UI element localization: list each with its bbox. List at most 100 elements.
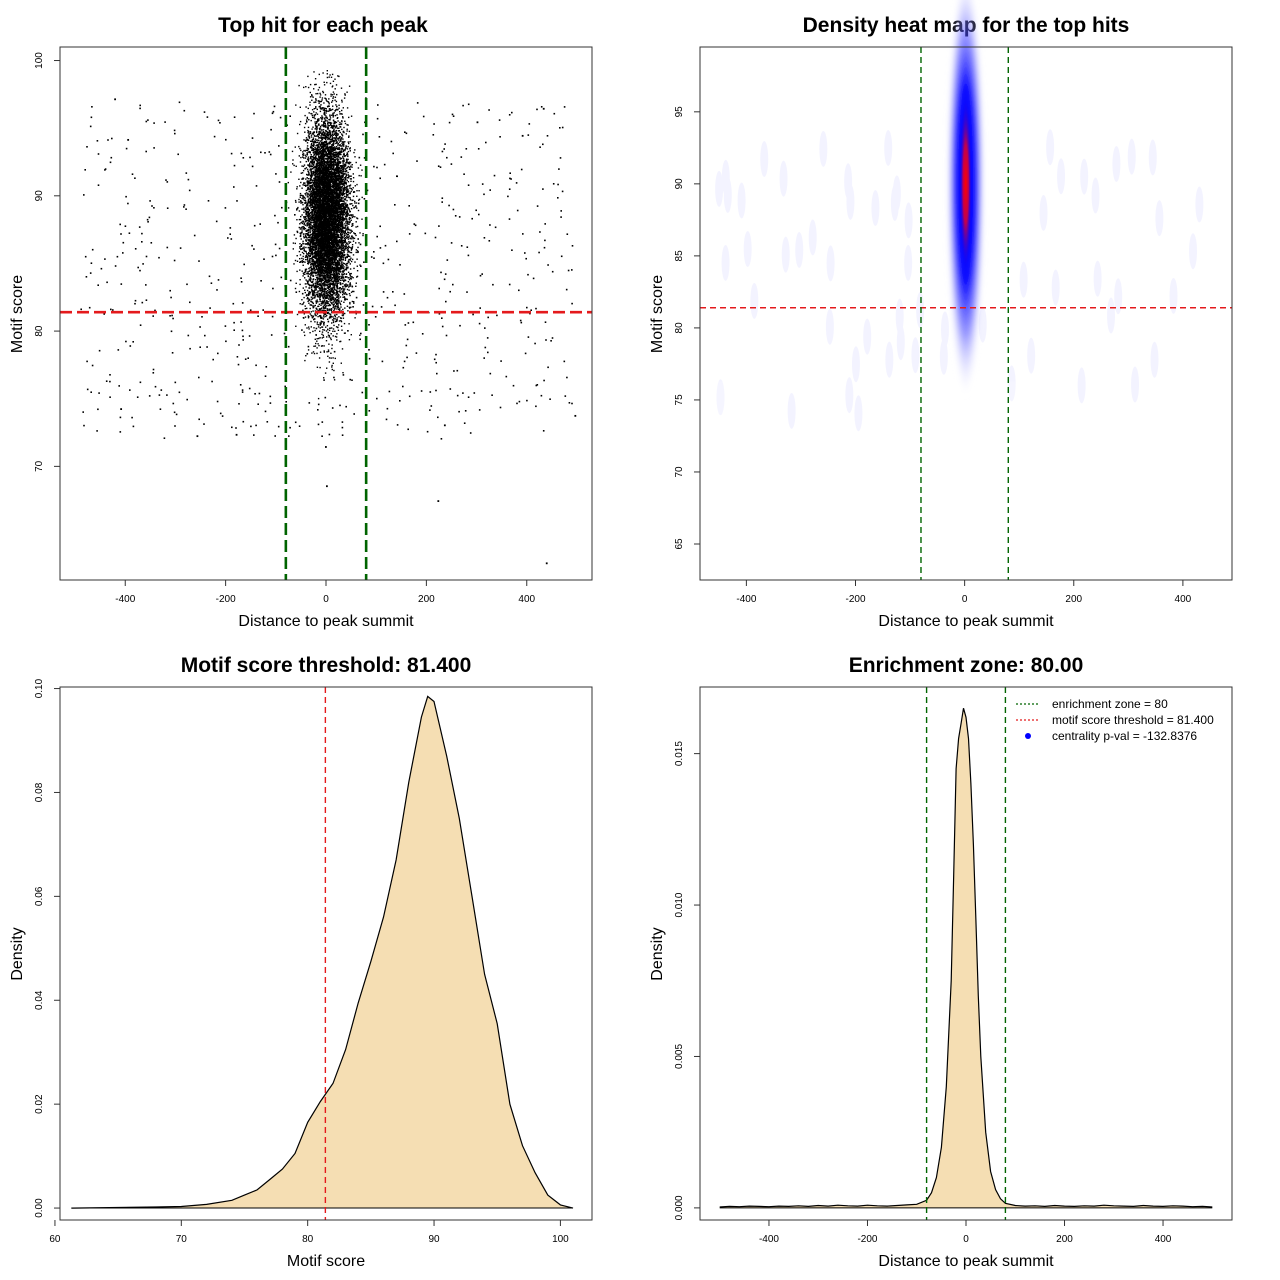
data-point [344, 223, 346, 225]
data-point [321, 285, 323, 287]
data-point [344, 332, 346, 334]
data-point [335, 199, 338, 201]
data-point [333, 306, 335, 308]
data-point [318, 186, 320, 189]
data-point [342, 216, 344, 219]
data-point [319, 105, 321, 107]
data-point [354, 156, 356, 158]
data-point [327, 127, 329, 129]
data-point [322, 329, 324, 331]
data-point [341, 157, 343, 160]
data-point [335, 180, 338, 182]
data-point [333, 297, 335, 299]
data-point [312, 302, 314, 305]
data-point [335, 134, 337, 136]
data-point [349, 251, 351, 254]
data-point [320, 265, 322, 268]
data-point [307, 296, 309, 299]
data-point [318, 279, 321, 281]
data-point [305, 86, 307, 88]
data-point [303, 273, 305, 275]
data-point [322, 160, 324, 162]
data-point [343, 269, 345, 271]
data-point [304, 256, 307, 258]
data-point [320, 283, 322, 286]
data-point [331, 237, 333, 239]
data-point [301, 165, 303, 167]
data-point [331, 302, 333, 304]
data-point [325, 296, 327, 298]
data-point [325, 137, 328, 139]
data-point [301, 251, 304, 254]
data-point [305, 268, 308, 270]
data-point [299, 106, 301, 108]
data-point [340, 188, 342, 190]
data-point [334, 140, 336, 142]
data-point [333, 162, 335, 164]
data-point [296, 231, 299, 234]
data-point [341, 144, 344, 146]
data-point [349, 258, 351, 261]
data-point [314, 296, 316, 298]
data-point [342, 288, 344, 290]
data-point [316, 321, 319, 323]
panel-scatter: Top hit for each peak -400 -200 0 200 400 70… [9, 14, 593, 630]
data-point [308, 316, 310, 318]
data-point [334, 357, 336, 360]
data-point [319, 337, 321, 339]
data-point [327, 277, 329, 279]
data-point [318, 265, 320, 267]
data-point [306, 145, 309, 147]
data-point [301, 230, 303, 232]
data-point [324, 285, 326, 287]
data-point [317, 269, 319, 271]
data-point [326, 257, 328, 259]
data-point [344, 93, 346, 95]
data-point [331, 196, 334, 198]
data-point [323, 182, 325, 185]
data-point [326, 126, 329, 128]
data-point [335, 292, 337, 294]
data-point [336, 313, 338, 316]
data-point [338, 246, 340, 248]
data-point [308, 218, 310, 220]
data-point [347, 141, 349, 143]
data-point [329, 244, 331, 246]
data-point [312, 156, 315, 159]
data-point [335, 265, 337, 268]
data-point [343, 293, 346, 295]
data-point [314, 329, 316, 332]
data-point [302, 169, 305, 172]
data-point [339, 156, 341, 159]
data-point [337, 137, 340, 140]
data-point [328, 231, 330, 234]
data-point [348, 289, 350, 291]
data-point [324, 142, 327, 144]
data-point [344, 179, 346, 181]
data-point [324, 145, 327, 147]
data-point [333, 318, 335, 320]
data-point [331, 135, 333, 138]
data-point [334, 184, 336, 186]
data-point [341, 212, 343, 214]
data-point [346, 205, 348, 207]
data-point [336, 138, 339, 140]
data-point [316, 108, 318, 111]
data-point [345, 176, 347, 178]
data-point [330, 219, 332, 222]
data-point [344, 186, 347, 189]
data-point [327, 272, 330, 274]
data-point [342, 274, 344, 276]
data-point [298, 178, 300, 180]
data-point [320, 257, 322, 259]
data-point [314, 156, 317, 159]
data-point [313, 327, 315, 329]
data-point [333, 124, 335, 127]
data-point [328, 131, 331, 133]
data-point [355, 205, 357, 207]
data-point [304, 334, 306, 337]
data-point [308, 279, 311, 281]
data-point [326, 249, 328, 252]
data-point [323, 253, 325, 255]
data-point [339, 252, 342, 254]
